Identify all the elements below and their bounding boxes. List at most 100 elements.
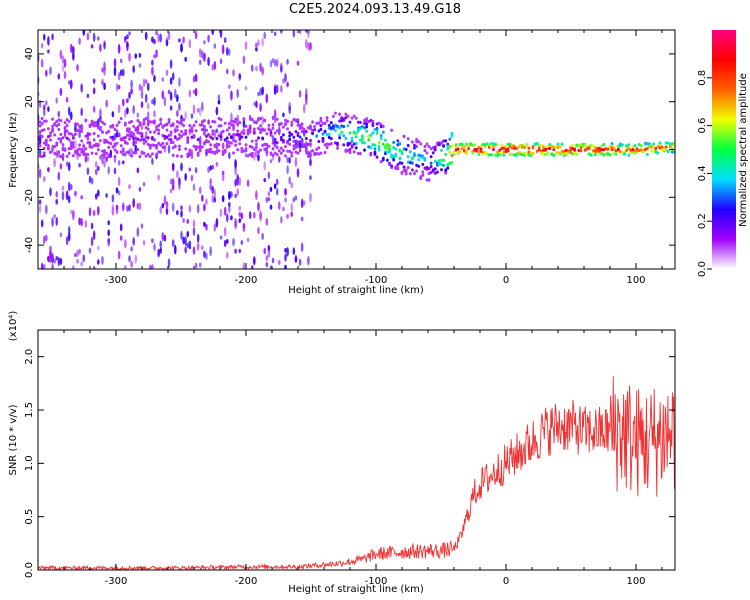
spectrogram-cell	[55, 198, 59, 204]
spectrogram-cell	[265, 262, 269, 268]
spectrogram-cell	[415, 144, 418, 149]
spectrogram-cell	[502, 146, 506, 150]
spectrogram-cell	[232, 120, 235, 124]
spectrogram-cell	[236, 129, 240, 133]
spectrogram-cell	[198, 149, 202, 153]
spectrogram-cell	[121, 149, 125, 153]
spectrogram-cell	[244, 124, 248, 128]
spectrogram-cell	[173, 88, 177, 99]
spectrogram-cell	[121, 68, 125, 77]
spectrogram-cell	[417, 164, 421, 168]
spectrogram-cell	[146, 152, 150, 157]
spectrogram-cell	[178, 147, 181, 152]
spectrogram-cell	[225, 142, 229, 147]
spectrogram-cell	[348, 120, 352, 124]
spectrogram-cell	[465, 142, 468, 146]
spectrogram-cell	[219, 132, 223, 136]
snr-y-tick-label: 0.0	[24, 562, 35, 578]
spectrogram-cell	[227, 144, 231, 148]
spectrogram-cell	[315, 134, 319, 138]
spectrogram-cell	[633, 143, 637, 148]
spectrogram-cell	[188, 128, 192, 132]
spectrogram-cell	[136, 137, 140, 141]
spectrogram-cell	[109, 141, 113, 146]
spectrogram-cell	[475, 147, 479, 151]
spectrogram-cell	[215, 136, 219, 141]
spectrogram-cell	[128, 255, 131, 263]
spectrogram-cell	[38, 124, 42, 128]
spectrogram-cell	[257, 136, 260, 140]
spectrogram-cell	[157, 150, 161, 154]
spectrogram-cell	[610, 146, 614, 150]
spectrogram-cell	[113, 148, 117, 152]
spectrogram-cell	[292, 139, 296, 143]
spectrogram-cell	[97, 166, 100, 171]
spectrogram-cell	[176, 210, 179, 216]
spectrogram-cell	[600, 144, 604, 148]
spectrogram-cell	[487, 153, 491, 157]
spectrogram-cell	[298, 90, 302, 98]
spectrogram-cell	[219, 134, 223, 139]
spectrogram-cell	[286, 164, 289, 175]
spectrogram-cell	[80, 139, 84, 143]
spectrogram-cell	[627, 147, 631, 151]
spectrogram-cell	[151, 264, 154, 269]
spectrogram-cell	[361, 124, 364, 129]
spectrogram-cell	[271, 126, 275, 130]
spectrogram-cell	[460, 145, 464, 149]
spectrogram-cell	[207, 132, 210, 137]
spectrogram-cell	[444, 168, 448, 172]
spectrogram-cell	[257, 126, 260, 131]
spectrogram-cell	[57, 73, 61, 80]
spectrogram-cell	[402, 134, 406, 139]
spectrogram-cell	[90, 44, 94, 49]
spectrogram-cell	[186, 230, 190, 238]
spectrogram-cell	[446, 147, 450, 151]
spectrogram-cell	[246, 132, 250, 136]
spectrogram-cell	[151, 99, 154, 105]
spectrogram-cell	[153, 243, 156, 252]
spectrogram-cell	[284, 187, 287, 196]
spectrogram-cell	[273, 85, 277, 96]
spectrogram-cell	[288, 157, 291, 164]
snr-x-tick-label: -100	[365, 576, 388, 587]
spectrogram-cell	[203, 221, 206, 227]
spectrogram-cell	[271, 115, 275, 121]
spectrogram-cell	[121, 98, 125, 107]
spectrogram-cell	[535, 149, 539, 153]
spectrogram-cell	[221, 142, 225, 150]
spectrogram-cell	[180, 230, 183, 240]
spectrogram-cell	[257, 118, 260, 122]
spectrogram-cell	[113, 66, 117, 77]
spectrogram-cell	[86, 156, 90, 162]
spectrogram-cell	[302, 128, 306, 132]
spectrogram-cell	[53, 145, 57, 149]
spectrogram-cell	[182, 124, 186, 128]
spectrogram-cell	[286, 119, 289, 123]
spectrogram-cell	[178, 38, 181, 43]
spectrogram-cell	[450, 134, 454, 138]
spectrogram-cell	[130, 147, 133, 156]
spectrogram-cell	[55, 256, 59, 261]
spectrogram-cell	[159, 118, 163, 122]
spectrogram-cell	[361, 138, 364, 142]
spectrogram-cell	[492, 142, 495, 146]
spectrogram-cell	[42, 176, 46, 183]
spectrogram-cell	[78, 163, 81, 168]
spectrogram-cell	[167, 133, 171, 137]
spectrogram-cell	[128, 184, 131, 190]
spectrogram-cell	[161, 233, 165, 240]
spectrogram-cell	[76, 148, 79, 152]
spectrogram-cell	[263, 31, 267, 40]
spectrogram-cell	[656, 151, 660, 155]
spectrogram-cell	[282, 112, 285, 118]
spectrogram-cell	[610, 142, 614, 146]
spectrogram-cell	[284, 154, 287, 158]
spectrogram-cell	[282, 78, 285, 84]
spectrogram-cell	[263, 178, 267, 183]
spectrogram-cell	[321, 132, 325, 136]
spectrogram-cell	[215, 145, 219, 149]
spectrogram-cell	[346, 114, 350, 118]
spectrogram-cell	[136, 119, 140, 123]
spectrogram-cell	[311, 131, 314, 135]
